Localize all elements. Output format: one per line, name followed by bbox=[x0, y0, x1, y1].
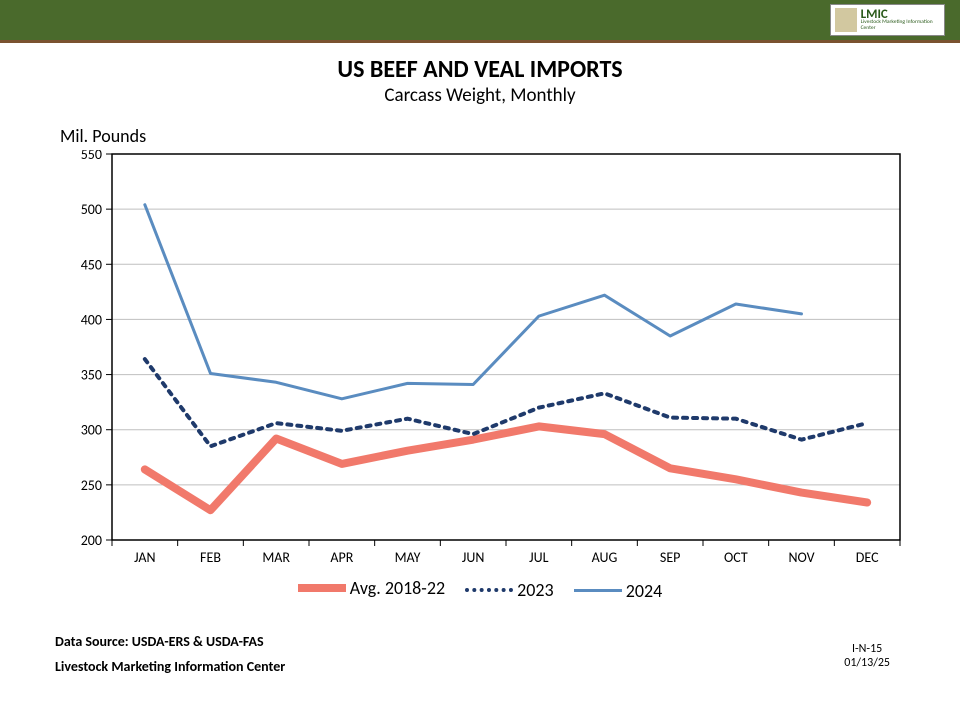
legend: Avg. 2018-22 2023 2024 bbox=[0, 575, 960, 602]
svg-text:500: 500 bbox=[81, 201, 102, 218]
footer-right: I-N-15 01/13/25 bbox=[844, 642, 890, 670]
svg-text:MAR: MAR bbox=[262, 549, 290, 566]
svg-text:DEC: DEC bbox=[856, 549, 879, 566]
svg-text:200: 200 bbox=[81, 532, 102, 549]
svg-text:OCT: OCT bbox=[724, 549, 748, 566]
svg-text:300: 300 bbox=[81, 422, 102, 439]
svg-text:SEP: SEP bbox=[660, 549, 681, 566]
header-bar: LMIC Livestock Marketing Information Cen… bbox=[0, 0, 960, 43]
svg-text:350: 350 bbox=[81, 367, 102, 384]
svg-text:400: 400 bbox=[81, 311, 102, 328]
footer-org: Livestock Marketing Information Center bbox=[55, 658, 285, 675]
svg-text:450: 450 bbox=[81, 256, 102, 273]
chart-svg: 200 250 300 350 400 450 500 550 JAN FEB MAR APR MAY J… bbox=[60, 150, 910, 570]
legend-label-2023: 2023 bbox=[517, 579, 554, 601]
source-label: Data Source: bbox=[55, 633, 132, 650]
svg-text:AUG: AUG bbox=[592, 549, 618, 566]
legend-label-avg: Avg. 2018-22 bbox=[350, 577, 445, 599]
svg-text:550: 550 bbox=[81, 150, 102, 163]
svg-text:FEB: FEB bbox=[200, 549, 221, 566]
svg-text:JAN: JAN bbox=[134, 549, 155, 566]
source-text: USDA-ERS & USDA-FAS bbox=[132, 633, 264, 650]
legend-swatch-avg bbox=[298, 584, 346, 592]
y-axis-title: Mil. Pounds bbox=[60, 125, 146, 147]
legend-swatch-2024 bbox=[574, 589, 622, 592]
chart-area: 200 250 300 350 400 450 500 550 JAN FEB MAR APR MAY J… bbox=[60, 150, 910, 570]
svg-text:APR: APR bbox=[330, 549, 353, 566]
svg-text:NOV: NOV bbox=[788, 549, 814, 566]
legend-swatch-2023 bbox=[465, 588, 513, 592]
svg-text:250: 250 bbox=[81, 477, 102, 494]
svg-text:JUN: JUN bbox=[462, 549, 484, 566]
legend-item-2024: 2024 bbox=[574, 580, 663, 602]
chart-title: US BEEF AND VEAL IMPORTS bbox=[0, 55, 960, 84]
footer-left: Data Source: USDA-ERS & USDA-FAS Livesto… bbox=[55, 633, 285, 675]
logo-icon bbox=[835, 8, 857, 32]
title-area: US BEEF AND VEAL IMPORTS Carcass Weight,… bbox=[0, 55, 960, 107]
chart-subtitle: Carcass Weight, Monthly bbox=[0, 84, 960, 107]
chart-date: 01/13/25 bbox=[844, 656, 890, 670]
legend-item-2023: 2023 bbox=[465, 579, 554, 601]
svg-text:MAY: MAY bbox=[395, 549, 421, 566]
chart-code: I-N-15 bbox=[844, 642, 890, 656]
legend-label-2024: 2024 bbox=[626, 580, 663, 602]
svg-text:JUL: JUL bbox=[529, 549, 548, 566]
lmic-logo: LMIC Livestock Marketing Information Cen… bbox=[830, 4, 945, 36]
legend-item-avg: Avg. 2018-22 bbox=[298, 577, 445, 599]
logo-sub-text: Livestock Marketing Information Center bbox=[861, 20, 940, 31]
